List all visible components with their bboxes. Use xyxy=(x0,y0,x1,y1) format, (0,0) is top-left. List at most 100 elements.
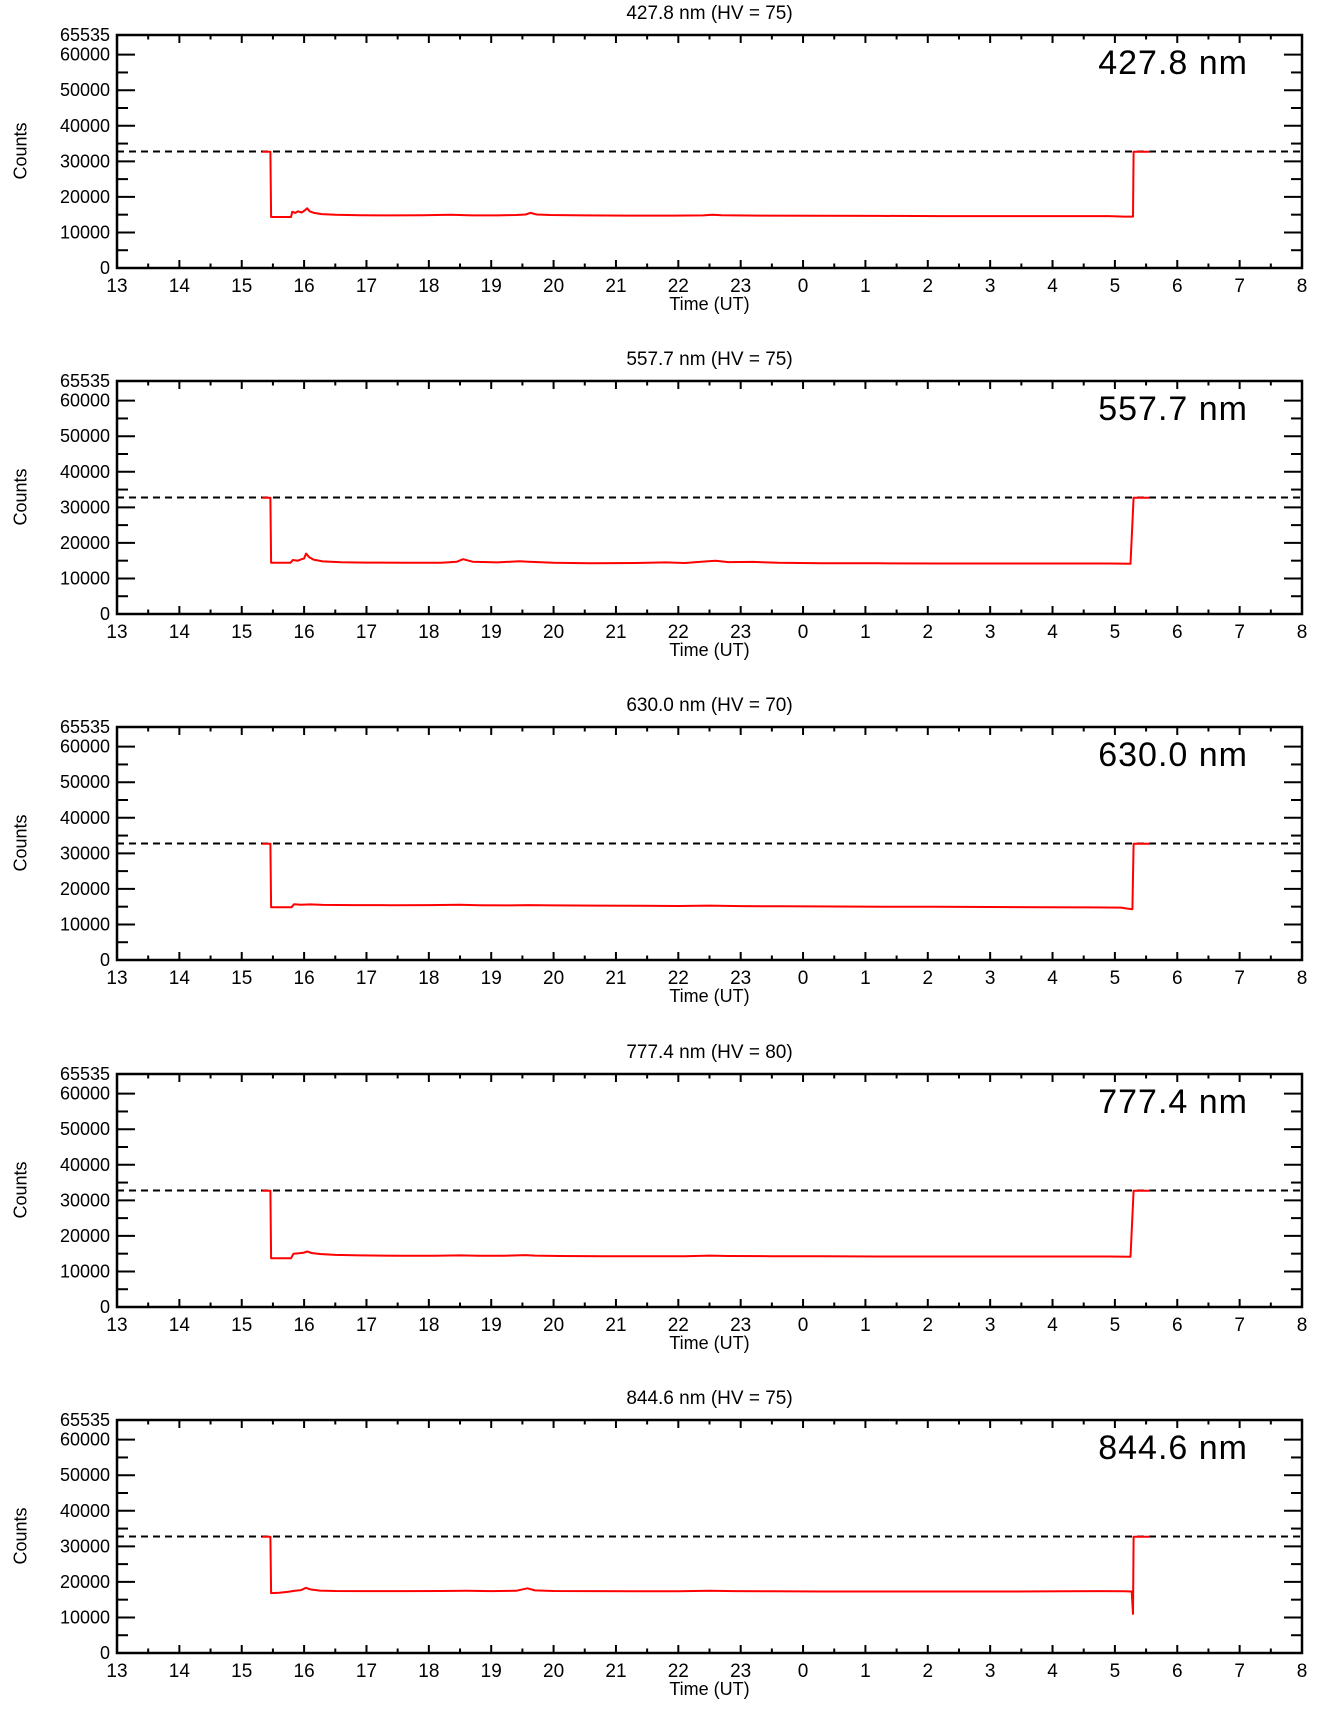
x-axis-title: Time (UT) xyxy=(669,1678,750,1699)
x-tick-label: 7 xyxy=(1234,276,1245,297)
plot-canvas: 13 14 15 16 17 18 19 20 21 22 23 0 1 2 3 4 5 6 7 8010000200… xyxy=(60,371,1308,643)
x-tick-label: 15 xyxy=(231,622,252,643)
x-tick-label: 0 xyxy=(798,622,809,643)
y-tick-label: 30000 xyxy=(60,1190,110,1210)
chart-panel-630-0: 13 14 15 16 17 18 19 20 21 22 23 0 1 2 3 4 5 6 7 8 0 10000 200… xyxy=(0,692,1336,1038)
counts-trace xyxy=(262,150,1150,218)
x-tick-label: 23 xyxy=(730,1661,751,1682)
x-tick-label: 20 xyxy=(543,968,564,989)
y-tick-label: 0 xyxy=(100,604,110,624)
panel-title: 557.7 nm (HV = 75) xyxy=(626,349,793,371)
x-tick-label: 7 xyxy=(1234,1661,1245,1682)
x-tick-label: 6 xyxy=(1172,276,1183,297)
y-tick-label: 30000 xyxy=(60,844,110,864)
y-axis-title: Counts xyxy=(10,122,31,180)
x-tick-label: 4 xyxy=(1047,622,1058,643)
x-tick-label: 1 xyxy=(860,622,871,643)
x-tick-label: 14 xyxy=(169,622,191,643)
x-tick-label: 7 xyxy=(1234,968,1245,989)
y-tick-label: 0 xyxy=(100,258,110,278)
y-tick-label: 50000 xyxy=(60,80,110,100)
y-tick-label: 65535 xyxy=(60,371,110,391)
counts-trace xyxy=(262,496,1150,565)
x-tick-label: 15 xyxy=(231,1315,252,1336)
x-tick-label: 3 xyxy=(985,622,996,643)
y-tick-label: 40000 xyxy=(60,1154,110,1174)
wavelength-label: 777.4 nm xyxy=(1098,1082,1248,1121)
x-tick-label: 3 xyxy=(985,968,996,989)
wavelength-label: 557.7 nm xyxy=(1098,390,1248,429)
x-tick-label: 2 xyxy=(923,276,934,297)
x-tick-label: 17 xyxy=(356,276,377,297)
x-tick-label: 19 xyxy=(481,622,502,643)
y-axis-title: Counts xyxy=(10,1507,31,1565)
x-tick-label: 5 xyxy=(1110,622,1121,643)
x-tick-label: 17 xyxy=(356,622,377,643)
y-tick-label: 10000 xyxy=(60,915,110,935)
y-tick-label: 60000 xyxy=(60,45,110,65)
y-tick-label: 10000 xyxy=(60,1261,110,1281)
x-tick-label: 6 xyxy=(1172,968,1183,989)
chart-panel-427-8: 13 14 15 16 17 18 19 20 21 22 23 0 1 2 3 4 5 6 7 8 0 10000 200… xyxy=(0,0,1336,346)
x-tick-label: 8 xyxy=(1297,1315,1308,1336)
y-tick-label: 60000 xyxy=(60,737,110,757)
x-tick-label: 20 xyxy=(543,622,564,643)
y-tick-label: 0 xyxy=(100,950,110,970)
x-tick-label: 14 xyxy=(169,1661,191,1682)
x-tick-label: 17 xyxy=(356,1315,377,1336)
x-tick-label: 8 xyxy=(1297,968,1308,989)
x-tick-label: 13 xyxy=(106,1661,127,1682)
chart-panel-777-4: 13 14 15 16 17 18 19 20 21 22 23 0 1 2 3 4 5 6 7 8 0 10000 200… xyxy=(0,1039,1336,1385)
x-tick-label: 23 xyxy=(730,1315,751,1336)
y-tick-label: 20000 xyxy=(60,1225,110,1245)
y-tick-label: 20000 xyxy=(60,533,110,553)
x-tick-label: 22 xyxy=(668,622,689,643)
x-tick-label: 0 xyxy=(798,1315,809,1336)
x-tick-label: 17 xyxy=(356,1661,377,1682)
x-tick-label: 2 xyxy=(923,968,934,989)
x-tick-label: 1 xyxy=(860,968,871,989)
x-tick-label: 6 xyxy=(1172,1315,1183,1336)
y-tick-label: 20000 xyxy=(60,879,110,899)
y-tick-label: 0 xyxy=(100,1643,110,1663)
y-tick-label: 65535 xyxy=(60,717,110,737)
y-tick-label: 40000 xyxy=(60,1501,110,1521)
x-tick-label: 8 xyxy=(1297,622,1308,643)
x-tick-label: 1 xyxy=(860,1315,871,1336)
y-tick-label: 30000 xyxy=(60,498,110,518)
x-tick-label: 22 xyxy=(668,1315,689,1336)
y-tick-label: 20000 xyxy=(60,1572,110,1592)
x-tick-label: 16 xyxy=(294,622,315,643)
wavelength-label: 427.8 nm xyxy=(1098,44,1248,82)
x-tick-label: 14 xyxy=(169,968,191,989)
y-tick-label: 65535 xyxy=(60,1410,110,1430)
x-tick-label: 15 xyxy=(231,968,252,989)
y-tick-label: 50000 xyxy=(60,1119,110,1139)
x-tick-label: 17 xyxy=(356,968,377,989)
x-tick-label: 5 xyxy=(1110,276,1121,297)
x-tick-label: 21 xyxy=(605,968,626,989)
x-tick-label: 16 xyxy=(294,1315,315,1336)
y-tick-label: 10000 xyxy=(60,222,110,242)
x-tick-label: 8 xyxy=(1297,276,1308,297)
x-tick-label: 1 xyxy=(860,276,871,297)
x-tick-label: 5 xyxy=(1110,1315,1121,1336)
x-tick-label: 19 xyxy=(481,968,502,989)
y-axis-title: Counts xyxy=(10,468,31,526)
x-tick-label: 20 xyxy=(543,276,564,297)
y-tick-label: 30000 xyxy=(60,1536,110,1556)
x-tick-label: 5 xyxy=(1110,968,1121,989)
x-tick-label: 3 xyxy=(985,1315,996,1336)
x-tick-label: 4 xyxy=(1047,1661,1058,1682)
y-tick-label: 20000 xyxy=(60,187,110,207)
y-axis-title: Counts xyxy=(10,1161,31,1219)
counts-trace xyxy=(262,1189,1150,1259)
x-tick-label: 13 xyxy=(106,622,127,643)
y-tick-label: 30000 xyxy=(60,151,110,171)
y-tick-label: 40000 xyxy=(60,808,110,828)
y-tick-label: 65535 xyxy=(60,25,110,45)
y-tick-label: 40000 xyxy=(60,116,110,136)
x-tick-label: 0 xyxy=(798,276,809,297)
x-tick-label: 20 xyxy=(543,1661,564,1682)
y-tick-label: 60000 xyxy=(60,1429,110,1449)
